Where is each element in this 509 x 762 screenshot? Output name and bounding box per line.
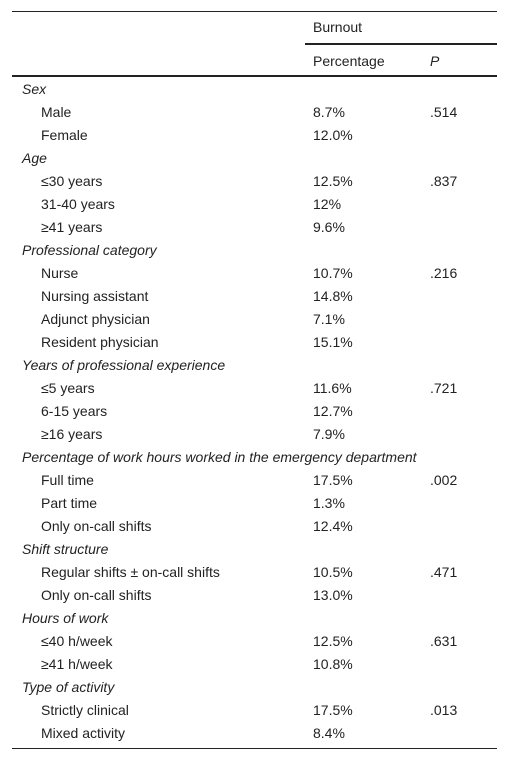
percentage: 12.7%: [313, 403, 353, 419]
p-value: .837: [430, 173, 458, 189]
percentage: 15.1%: [313, 334, 353, 350]
row-label: Only on-call shifts: [41, 518, 152, 534]
group-rule: [305, 43, 497, 45]
percentage: 11.6%: [313, 380, 352, 396]
p-value: .721: [430, 380, 458, 396]
row-label: Part time: [41, 495, 98, 511]
row-label: ≥41 years: [41, 219, 103, 235]
percentage: 10.8%: [313, 656, 353, 672]
row-label: Nurse: [41, 265, 79, 281]
section-title: Professional category: [22, 242, 157, 258]
percentage: 13.0%: [313, 587, 353, 603]
percentage: 17.5%: [313, 702, 353, 718]
top-rule: [12, 11, 497, 12]
column-header: P: [430, 53, 440, 69]
percentage: 12.5%: [313, 173, 353, 189]
section-title: Type of activity: [22, 679, 115, 695]
percentage: 7.9%: [313, 426, 345, 442]
row-label: ≥16 years: [41, 426, 103, 442]
section-title: Years of professional experience: [22, 357, 226, 373]
row-label: Male: [41, 104, 72, 120]
row-label: ≤40 h/week: [41, 633, 113, 649]
column-header: Percentage: [313, 53, 385, 69]
row-label: ≤30 years: [41, 173, 103, 189]
row-label: Female: [41, 127, 88, 143]
row-label: Regular shifts ± on-call shifts: [41, 564, 220, 580]
row-label: ≥41 h/week: [41, 656, 113, 672]
section-title: Sex: [22, 81, 47, 97]
row-label: ≤5 years: [41, 380, 95, 396]
row-label: 6-15 years: [41, 403, 108, 419]
percentage: 17.5%: [313, 472, 353, 488]
percentage: 10.5%: [313, 564, 353, 580]
row-label: Mixed activity: [41, 725, 126, 741]
percentage: 1.3%: [313, 495, 345, 511]
p-value: .216: [430, 265, 458, 281]
row-label: Full time: [41, 472, 94, 488]
p-value: .631: [430, 633, 458, 649]
p-value: .002: [430, 472, 458, 488]
row-label: Adjunct physician: [41, 311, 150, 327]
percentage: 12.0%: [313, 127, 353, 143]
percentage: 14.8%: [313, 288, 353, 304]
section-title: Percentage of work hours worked in the e…: [22, 449, 417, 465]
percentage: 7.1%: [313, 311, 345, 327]
group-header: Burnout: [313, 19, 363, 35]
section-title: Age: [22, 150, 47, 166]
row-label: Only on-call shifts: [41, 587, 152, 603]
row-label: Strictly clinical: [41, 702, 129, 718]
section-title: Shift structure: [22, 541, 109, 557]
row-label: Resident physician: [41, 334, 159, 350]
percentage: 9.6%: [313, 219, 345, 235]
p-value: .514: [430, 104, 458, 120]
section-title: Hours of work: [22, 610, 109, 626]
percentage: 8.4%: [313, 725, 345, 741]
header-rule: [12, 75, 497, 77]
percentage: 12.5%: [313, 633, 353, 649]
p-value: .013: [430, 702, 458, 718]
bottom-rule: [12, 748, 497, 749]
percentage: 10.7%: [313, 265, 353, 281]
row-label: Nursing assistant: [41, 288, 149, 304]
percentage: 8.7%: [313, 104, 345, 120]
percentage: 12.4%: [313, 518, 353, 534]
p-value: .471: [430, 564, 458, 580]
percentage: 12%: [313, 196, 342, 212]
row-label: 31-40 years: [41, 196, 115, 212]
